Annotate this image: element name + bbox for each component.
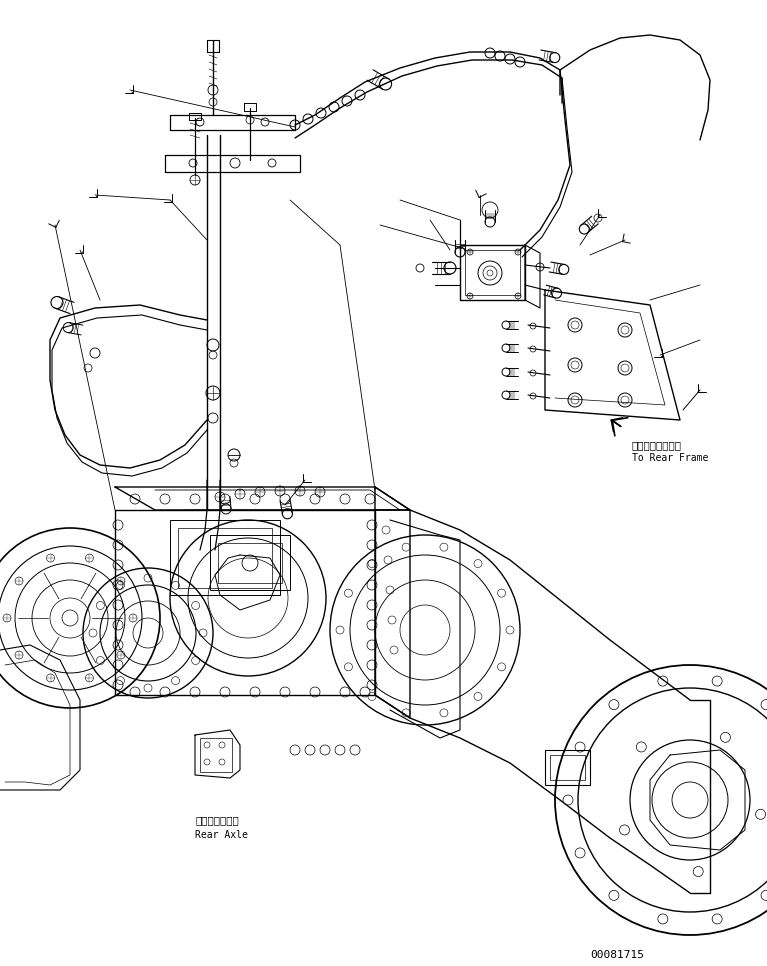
Text: リヤーアクスル: リヤーアクスル	[195, 815, 239, 825]
Bar	[218, 543, 282, 583]
Bar	[210, 535, 290, 590]
Bar	[545, 750, 590, 785]
Text: リヤーフレームヘ: リヤーフレームヘ	[632, 440, 682, 450]
Bar	[178, 528, 272, 588]
Text: 00081715: 00081715	[590, 950, 644, 960]
Bar	[200, 738, 232, 772]
Bar	[170, 520, 280, 595]
Bar	[465, 250, 520, 295]
Bar	[550, 755, 585, 780]
Bar	[460, 245, 525, 300]
Text: Rear Axle: Rear Axle	[195, 830, 248, 840]
Text: To Rear Frame: To Rear Frame	[632, 453, 709, 463]
